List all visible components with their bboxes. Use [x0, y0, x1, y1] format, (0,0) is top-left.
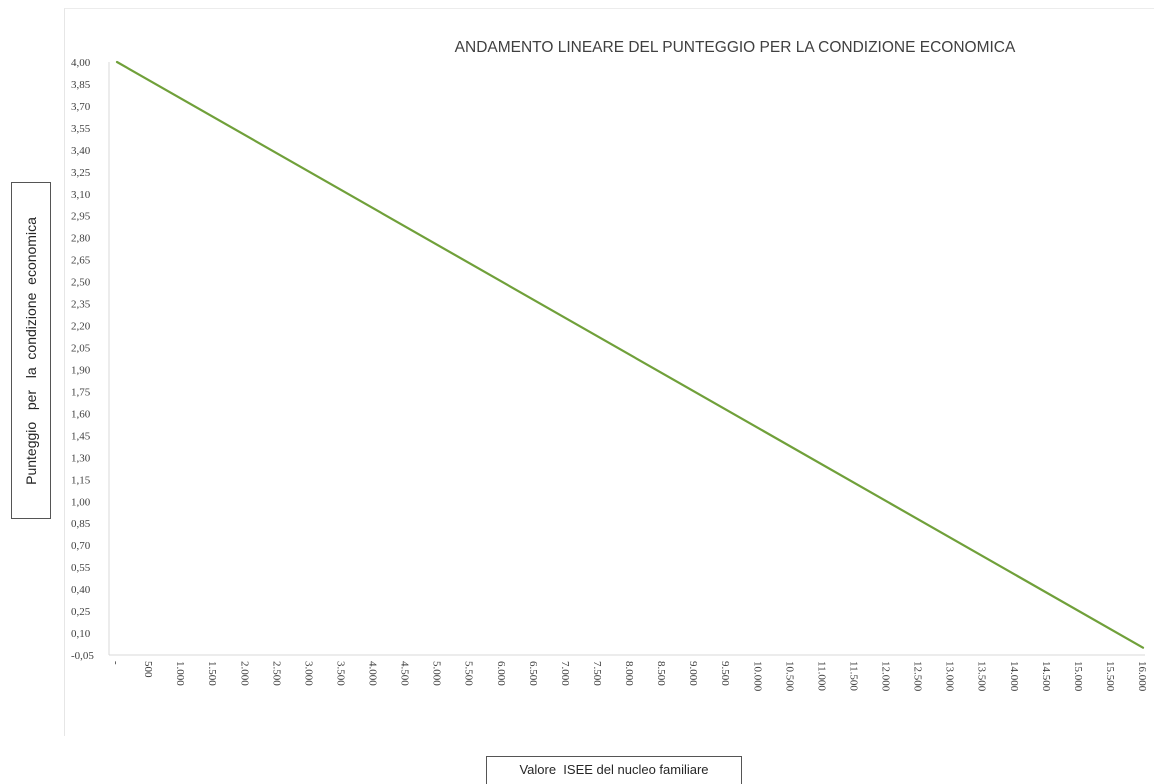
- y-tick-label: 0,55: [71, 562, 91, 574]
- x-tick-label: 9.500: [719, 661, 731, 686]
- y-tick-label: 1,75: [71, 386, 91, 398]
- y-tick-label: 3,55: [71, 123, 91, 135]
- x-tick-label: 2.500: [270, 661, 282, 686]
- x-tick-label: 2.000: [238, 661, 250, 686]
- x-tick-label: 13.500: [976, 661, 988, 692]
- x-tick-label: 12.000: [880, 661, 892, 692]
- x-tick-label: 1.000: [174, 661, 186, 686]
- x-tick-label: 1.500: [206, 661, 218, 686]
- y-tick-label: 2,80: [71, 233, 91, 245]
- x-axis-label: Valore ISEE del nucleo familiare: [486, 756, 742, 784]
- y-axis-label-box: Punteggio per la condizione economica: [11, 182, 51, 519]
- x-tick-label: 10.500: [783, 661, 795, 692]
- y-tick-label: 0,40: [71, 584, 91, 596]
- y-tick-label: 4,00: [71, 57, 91, 69]
- y-tick-label: 3,10: [71, 189, 91, 201]
- y-tick-label: 2,65: [71, 255, 91, 267]
- y-axis-label: Punteggio per la condizione economica: [23, 216, 39, 485]
- y-tick-labels: -0,05 0,10 0,25 0,40 0,55 0,70 0,85 1,00 1,15 1,3…: [71, 57, 94, 662]
- x-tick-label: 8.000: [623, 661, 635, 686]
- series-layer: [115, 60, 1145, 649]
- line-chart: ANDAMENTO LINEARE DEL PUNTEGGIO PER LA C…: [71, 39, 1148, 692]
- y-tick-label: 0,10: [71, 628, 91, 640]
- x-tick-label: 7.500: [591, 661, 603, 686]
- y-tick-label: 1,15: [71, 474, 91, 486]
- x-tick-label: 3.500: [334, 661, 346, 686]
- y-tick-label: 2,35: [71, 299, 91, 311]
- x-tick-labels: - 500 1.000 1.500 2.000 2.500 3.000 3.500 4.000 4…: [110, 661, 1148, 692]
- y-tick-label: 1,45: [71, 430, 91, 442]
- x-tick-label: 16.000: [1136, 661, 1148, 692]
- x-tick-label: 11.500: [847, 661, 859, 691]
- x-tick-label: 3.000: [302, 661, 314, 686]
- x-tick-label: 4.000: [367, 661, 379, 686]
- x-tick-label: 6.500: [527, 661, 539, 686]
- x-tick-label: -: [110, 661, 122, 665]
- y-tick-label: 2,05: [71, 343, 91, 355]
- y-tick-label: 2,95: [71, 211, 91, 223]
- y-tick-label: 3,25: [71, 167, 91, 179]
- x-tick-label: 14.000: [1008, 661, 1020, 692]
- y-tick-label: 0,25: [71, 606, 91, 618]
- x-tick-label: 4.500: [399, 661, 411, 686]
- x-tick-label: 15.000: [1072, 661, 1084, 692]
- x-tick-label: 500: [142, 661, 154, 678]
- y-tick-label: 0,70: [71, 540, 91, 552]
- chart-area: ANDAMENTO LINEARE DEL PUNTEGGIO PER LA C…: [64, 8, 1154, 736]
- series-line: [115, 60, 1145, 649]
- x-tick-label: 14.500: [1040, 661, 1052, 692]
- y-tick-label: 3,85: [71, 79, 91, 91]
- y-tick-label: 3,70: [71, 101, 91, 113]
- x-tick-label: 5.000: [431, 661, 443, 686]
- x-tick-label: 5.500: [463, 661, 475, 686]
- y-tick-label: 1,30: [71, 452, 91, 464]
- x-tick-label: 8.500: [655, 661, 667, 686]
- y-tick-label: 1,00: [71, 496, 91, 508]
- y-tick-label: 2,50: [71, 277, 91, 289]
- x-tick-label: 7.000: [559, 661, 571, 686]
- chart-title: ANDAMENTO LINEARE DEL PUNTEGGIO PER LA C…: [455, 39, 1016, 56]
- y-tick-label: 1,60: [71, 408, 91, 420]
- x-tick-label: 12.500: [912, 661, 924, 692]
- x-tick-label: 10.000: [751, 661, 763, 692]
- x-tick-label: 15.500: [1104, 661, 1116, 692]
- x-tick-label: 13.000: [944, 661, 956, 692]
- y-tick-label: -0,05: [71, 650, 94, 662]
- y-tick-label: 3,40: [71, 145, 91, 157]
- x-tick-label: 11.000: [815, 661, 827, 691]
- y-tick-label: 1,90: [71, 365, 91, 377]
- x-tick-label: 9.000: [687, 661, 699, 686]
- y-tick-label: 0,85: [71, 518, 91, 530]
- y-tick-label: 2,20: [71, 321, 91, 333]
- x-tick-label: 6.000: [495, 661, 507, 686]
